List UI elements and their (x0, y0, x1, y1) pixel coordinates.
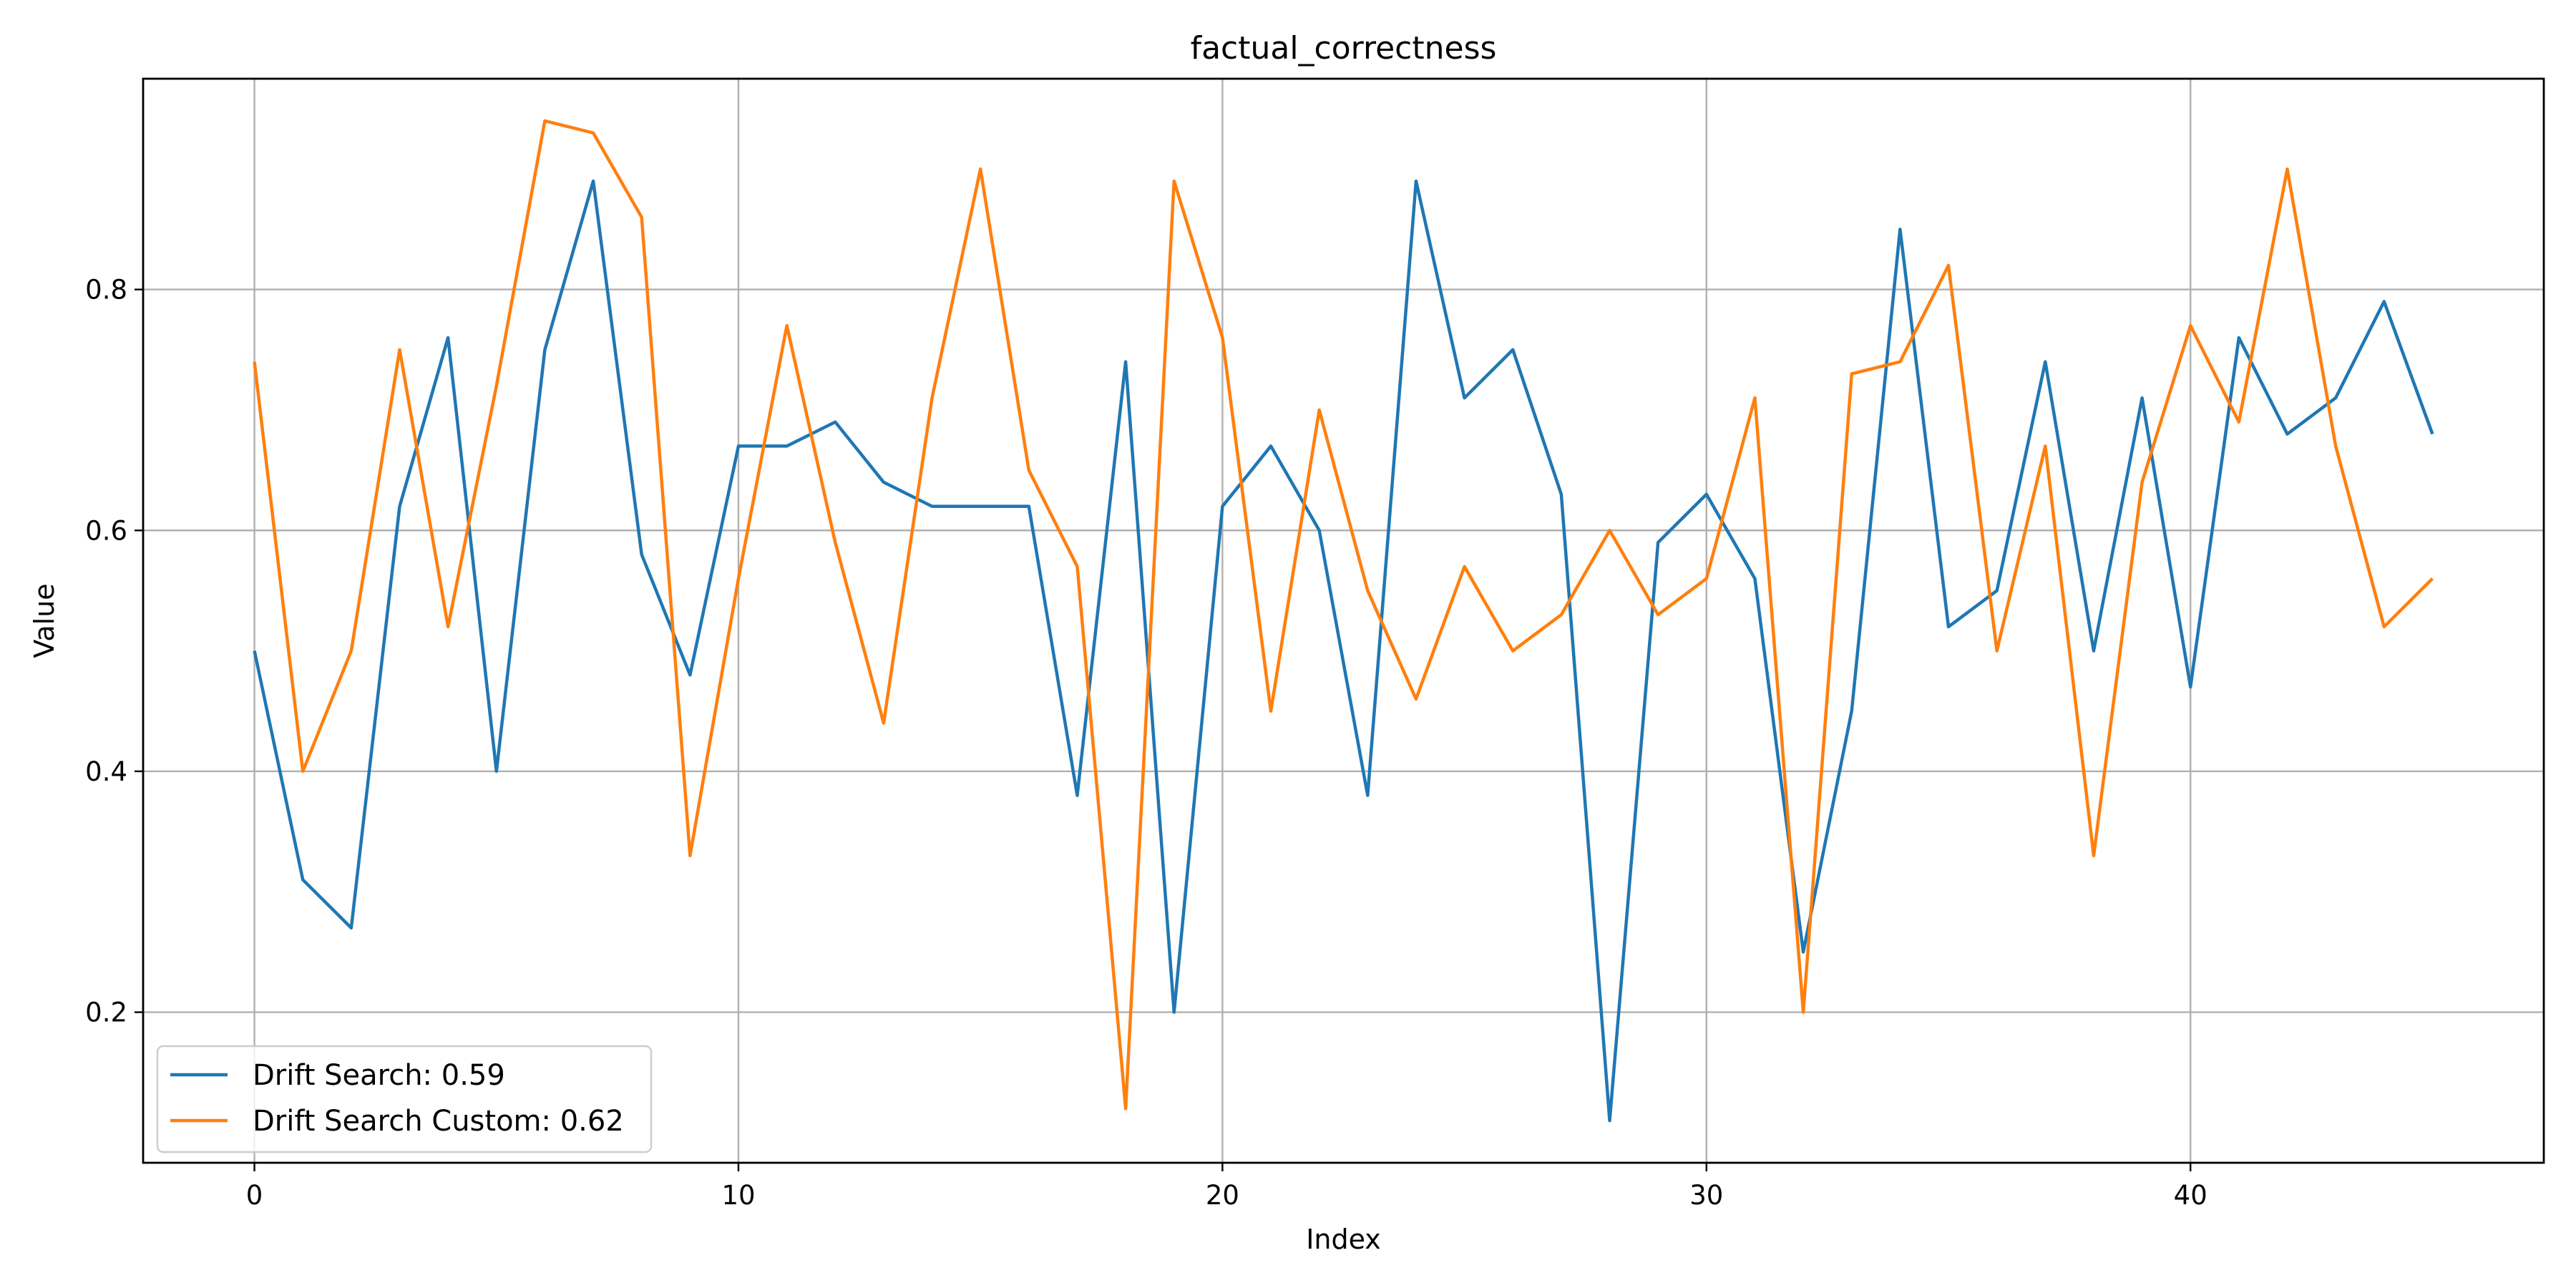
y-tick-label: 0.2 (85, 997, 127, 1028)
legend-items: Drift Search: 0.59 Drift Search Custom: 0… (170, 1059, 624, 1138)
legend: Drift Search: 0.59 Drift Search Custom: 0… (156, 1045, 653, 1153)
series-line-1 (253, 179, 2434, 1123)
y-tick-label: 0.8 (85, 275, 127, 306)
series-line-2 (253, 119, 2434, 1111)
x-axis-label: Index (1306, 1224, 1381, 1255)
x-tick-label: 10 (721, 1180, 755, 1211)
legend-label-2: Drift Search Custom: 0.62 (253, 1105, 624, 1138)
x-tick-label: 30 (1689, 1180, 1723, 1211)
y-tick-label: 0.6 (85, 515, 127, 546)
y-axis-label: Value (29, 583, 60, 658)
axis-ticks: 0 10 20 30 40 0.2 0.4 0.6 0.8 (85, 275, 2207, 1211)
series-group (253, 119, 2434, 1123)
plot-frame (142, 77, 2545, 1164)
grid (143, 79, 2544, 1163)
x-tick-label: 20 (1206, 1180, 1239, 1211)
chart-title: factual_correctness (1191, 30, 1497, 67)
x-tick-label: 40 (2174, 1180, 2207, 1211)
legend-box (156, 1045, 653, 1153)
legend-label-1: Drift Search: 0.59 (253, 1059, 505, 1092)
y-tick-label: 0.4 (85, 756, 127, 787)
x-tick-label: 0 (246, 1180, 263, 1211)
